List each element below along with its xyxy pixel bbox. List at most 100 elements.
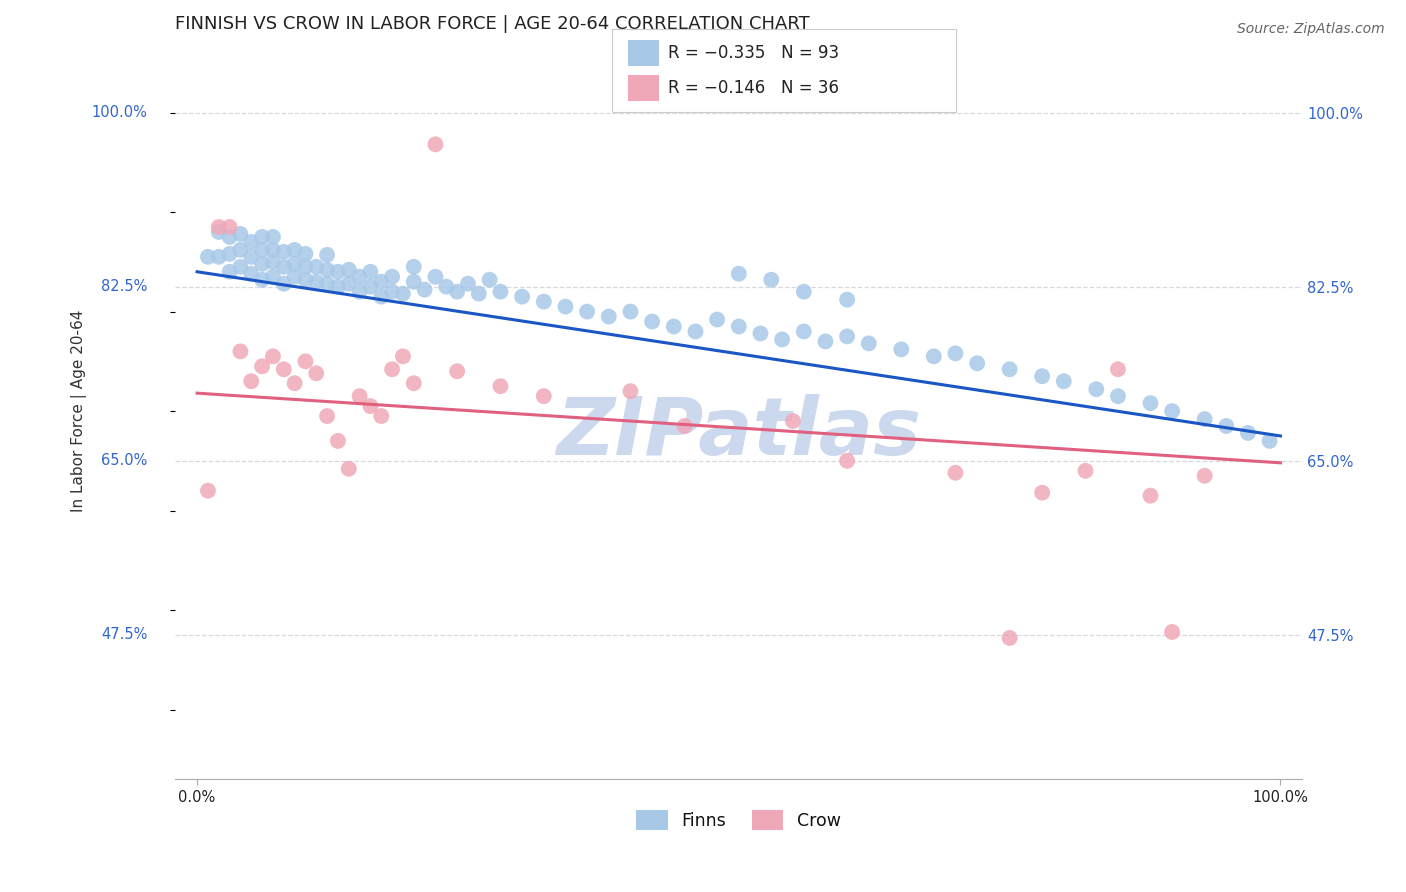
Point [262,230,284,244]
Point [326,434,349,448]
Y-axis label: In Labor Force | Age 20-64: In Labor Force | Age 20-64 [72,310,87,512]
Point [619,304,641,318]
Point [326,279,349,293]
Point [619,384,641,399]
Point [262,269,284,284]
Point [533,294,555,309]
Point [305,366,328,380]
Point [262,349,284,363]
Point [273,362,295,376]
Point [998,631,1021,645]
Point [402,376,425,391]
Point [761,273,783,287]
Point [457,277,479,291]
Point [1139,396,1161,410]
Point [316,277,339,291]
Point [218,247,240,261]
Point [998,362,1021,376]
Text: 65.0%: 65.0% [101,453,148,468]
Point [240,267,263,281]
Point [770,333,793,347]
Text: 100.0%: 100.0% [91,105,148,120]
Point [294,273,316,287]
Point [1107,389,1129,403]
Point [1161,404,1184,418]
Point [837,329,859,343]
Point [1074,464,1097,478]
Point [305,260,328,274]
Point [1194,412,1216,426]
Point [446,364,468,378]
Point [273,277,295,291]
Text: R = −0.335   N = 93: R = −0.335 N = 93 [668,45,839,62]
Point [1085,382,1108,396]
Point [381,269,404,284]
Point [837,454,859,468]
Point [706,312,728,326]
Point [305,275,328,289]
Point [966,356,988,370]
Point [218,265,240,279]
Point [727,319,749,334]
Point [922,349,945,363]
Point [392,349,415,363]
Point [554,300,576,314]
Point [945,346,967,360]
Point [381,362,404,376]
Point [337,462,360,476]
Text: R = −0.146   N = 36: R = −0.146 N = 36 [668,78,839,96]
Point [326,265,349,279]
Point [510,290,533,304]
Point [250,273,273,287]
Point [837,293,859,307]
Point [229,260,252,274]
Point [945,466,967,480]
Point [1107,362,1129,376]
Point [370,275,392,289]
Point [316,262,339,277]
Point [434,279,457,293]
Point [229,227,252,241]
Text: FINNISH VS CROW IN LABOR FORCE | AGE 20-64 CORRELATION CHART: FINNISH VS CROW IN LABOR FORCE | AGE 20-… [176,15,810,33]
Point [533,389,555,403]
Point [229,243,252,257]
Point [858,336,880,351]
Text: 47.5%: 47.5% [101,627,148,642]
Point [284,376,307,391]
Point [598,310,620,324]
Point [229,344,252,359]
Point [1258,434,1281,448]
Point [197,250,219,264]
Point [240,374,263,388]
Point [218,219,240,234]
Point [793,285,815,299]
Point [316,409,339,423]
Point [208,219,231,234]
Point [468,286,491,301]
Point [262,255,284,269]
Point [262,243,284,257]
Point [359,279,381,293]
Point [294,247,316,261]
Point [316,248,339,262]
Text: 82.5%: 82.5% [101,279,148,294]
Point [294,260,316,274]
Point [250,257,273,271]
Point [250,230,273,244]
Point [413,283,436,297]
Point [814,334,837,349]
Point [337,262,360,277]
Point [337,277,360,291]
Point [402,275,425,289]
Point [284,243,307,257]
Point [782,414,804,428]
Point [673,419,696,434]
Point [425,137,447,152]
Point [208,225,231,239]
Point [359,399,381,413]
Point [218,230,240,244]
Point [349,285,371,299]
Point [402,260,425,274]
Point [1215,419,1237,434]
Point [1031,369,1053,384]
